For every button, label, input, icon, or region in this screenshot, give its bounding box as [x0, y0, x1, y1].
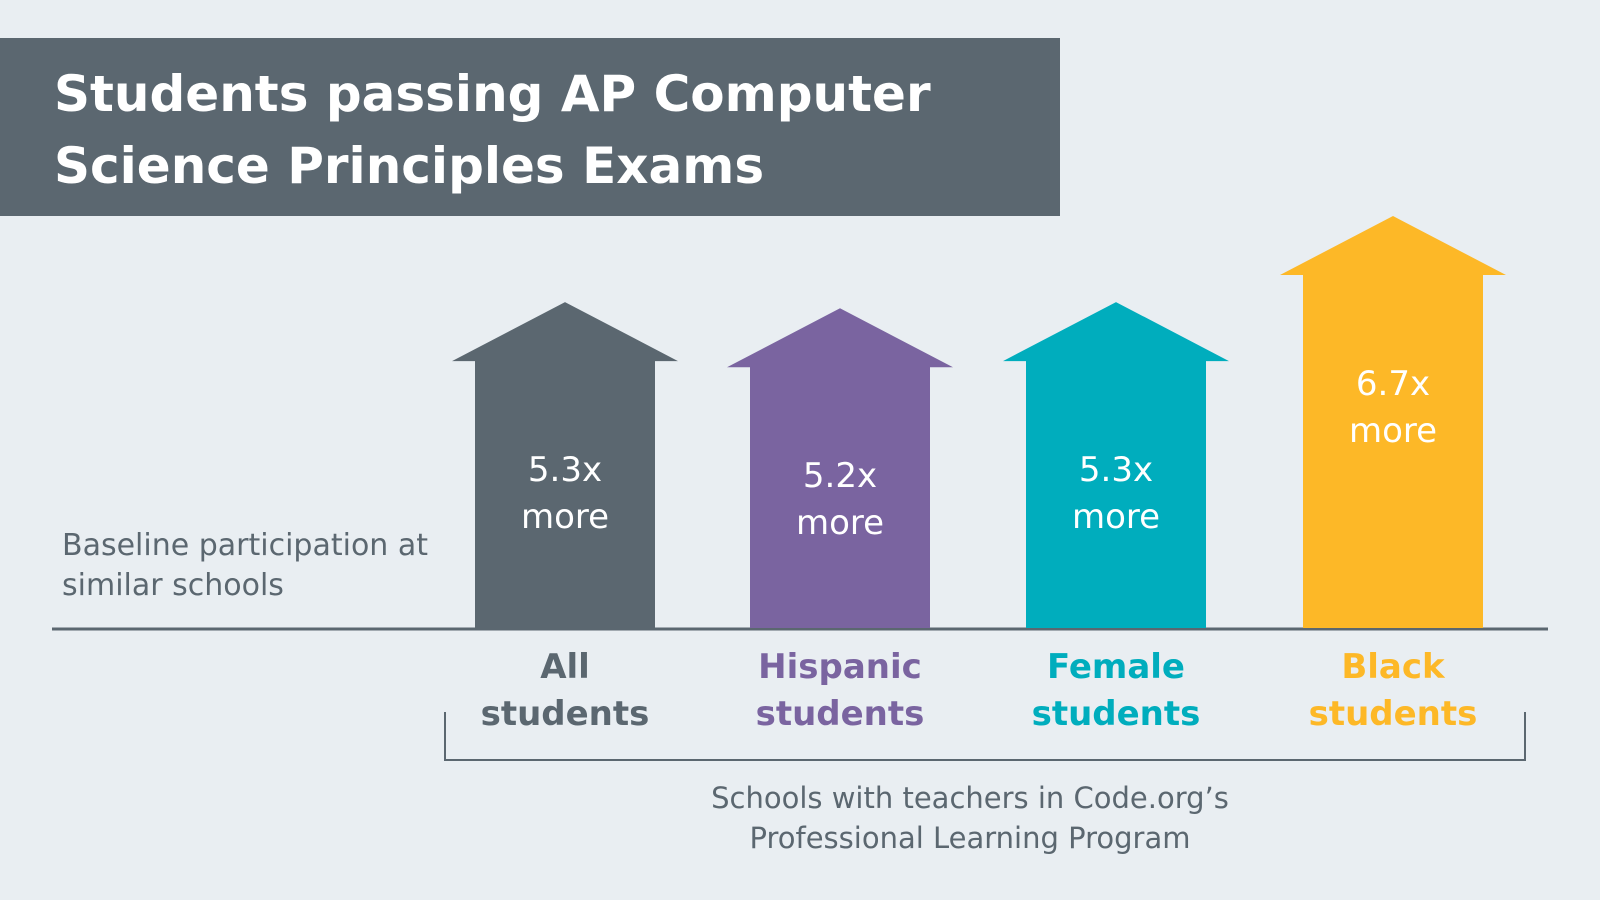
baseline-label: Baseline participation at similar school…: [62, 528, 428, 603]
arrow-bar: [1003, 302, 1229, 628]
title-banner: [0, 38, 1060, 216]
arrow-bar: [727, 308, 953, 628]
value-label: 5.3x more: [1071, 450, 1161, 538]
value-label: 6.7x more: [1348, 364, 1438, 451]
category-label: Female students: [1031, 647, 1201, 734]
group-label: Schools with teachers in Code.org’s Prof…: [711, 781, 1229, 855]
category-label: Black students: [1308, 647, 1478, 734]
arrow-bar: [452, 302, 678, 628]
arrow-bar: [1280, 216, 1506, 628]
chart-title: Students passing AP Computer Science Pri…: [54, 65, 931, 195]
group-bracket: [444, 712, 1526, 761]
value-label: 5.2x more: [795, 456, 885, 544]
category-label: Hispanic students: [755, 647, 925, 734]
category-label: All students: [480, 647, 650, 734]
value-label: 5.3x more: [520, 450, 610, 538]
